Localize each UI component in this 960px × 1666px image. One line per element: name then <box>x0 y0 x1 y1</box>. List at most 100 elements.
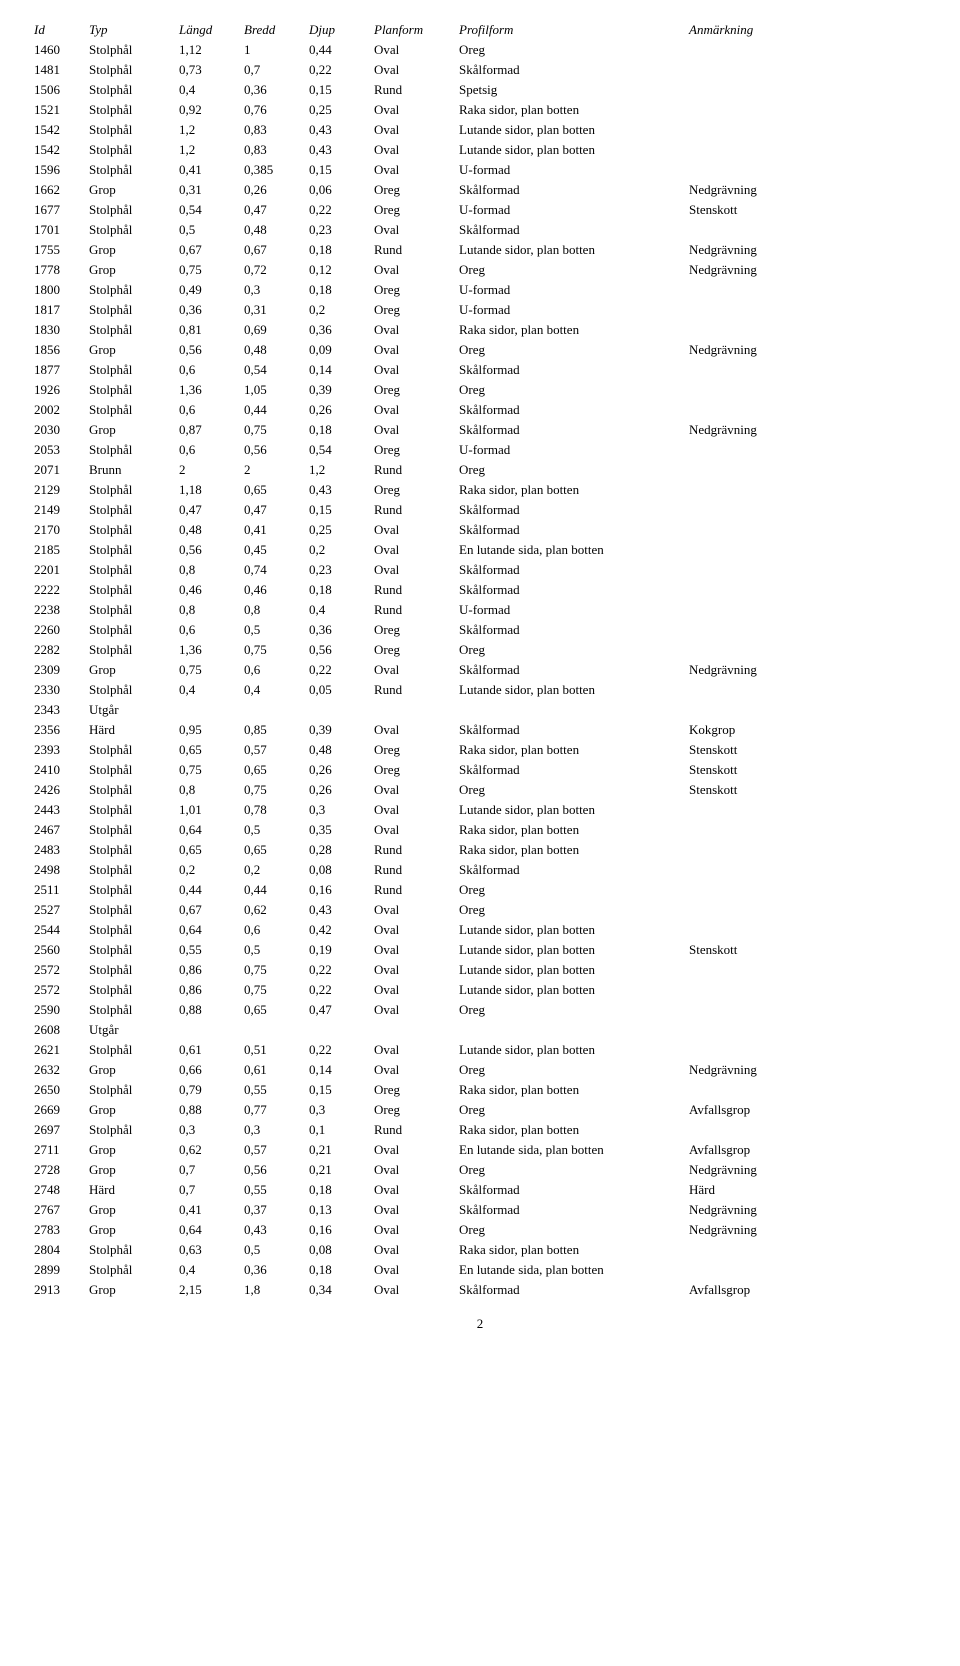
table-cell: Oval <box>370 820 455 840</box>
table-cell: Lutande sidor, plan botten <box>455 1040 685 1060</box>
table-cell: Stolphål <box>85 1000 175 1020</box>
table-cell: Oreg <box>370 380 455 400</box>
table-cell: Grop <box>85 260 175 280</box>
table-cell: Lutande sidor, plan botten <box>455 940 685 960</box>
table-cell: 0,41 <box>240 520 305 540</box>
table-cell: 0,62 <box>240 900 305 920</box>
table-cell: 0,3 <box>305 800 370 820</box>
table-cell: 0,36 <box>240 1260 305 1280</box>
table-cell: 0,5 <box>240 1240 305 1260</box>
table-cell: Nedgrävning <box>685 340 930 360</box>
table-row: 2748Härd0,70,550,18OvalSkålformadHärd <box>30 1180 930 1200</box>
table-cell: Skålformad <box>455 360 685 380</box>
table-cell: 0,385 <box>240 160 305 180</box>
table-cell <box>455 700 685 720</box>
table-cell: 0,43 <box>240 1220 305 1240</box>
table-cell: 0,19 <box>305 940 370 960</box>
table-cell: Raka sidor, plan botten <box>455 320 685 340</box>
table-cell: 0,56 <box>305 640 370 660</box>
table-cell: Stolphål <box>85 220 175 240</box>
table-row: 2426Stolphål0,80,750,26OvalOregStenskott <box>30 780 930 800</box>
table-cell <box>685 920 930 940</box>
table-cell: 0,55 <box>240 1080 305 1100</box>
table-cell: Skålformad <box>455 1280 685 1300</box>
table-cell: 2544 <box>30 920 85 940</box>
table-row: 2511Stolphål0,440,440,16RundOreg <box>30 880 930 900</box>
table-cell: 0,55 <box>240 1180 305 1200</box>
table-row: 1677Stolphål0,540,470,22OregU-formadSten… <box>30 200 930 220</box>
table-cell: 2330 <box>30 680 85 700</box>
table-cell: 2222 <box>30 580 85 600</box>
table-cell <box>685 320 930 340</box>
table-cell: Stolphål <box>85 880 175 900</box>
table-cell: 0,31 <box>175 180 240 200</box>
table-cell: 0,73 <box>175 60 240 80</box>
table-cell: Oreg <box>370 480 455 500</box>
table-cell: 0,83 <box>240 140 305 160</box>
table-cell: Oreg <box>370 1100 455 1120</box>
table-cell: 2483 <box>30 840 85 860</box>
table-cell: 1506 <box>30 80 85 100</box>
table-cell: 0,6 <box>175 620 240 640</box>
table-cell: 0,49 <box>175 280 240 300</box>
table-cell: Skålformad <box>455 500 685 520</box>
table-row: 1521Stolphål0,920,760,25OvalRaka sidor, … <box>30 100 930 120</box>
table-cell: 0,67 <box>175 900 240 920</box>
table-cell: 0,75 <box>240 980 305 1000</box>
table-cell: Stolphål <box>85 900 175 920</box>
table-cell: Härd <box>685 1180 930 1200</box>
table-cell: Stolphål <box>85 60 175 80</box>
table-cell: 2071 <box>30 460 85 480</box>
table-cell: Stolphål <box>85 480 175 500</box>
table-cell: 0,88 <box>175 1000 240 1020</box>
table-cell: Oreg <box>370 1080 455 1100</box>
table-cell: En lutande sida, plan botten <box>455 1140 685 1160</box>
table-row: 2572Stolphål0,860,750,22OvalLutande sido… <box>30 980 930 1000</box>
table-cell: 0,54 <box>305 440 370 460</box>
table-cell: 0,72 <box>240 260 305 280</box>
table-cell: Stolphål <box>85 1080 175 1100</box>
table-cell: Rund <box>370 240 455 260</box>
table-cell: 0,16 <box>305 1220 370 1240</box>
table-row: 1460Stolphål1,1210,44OvalOreg <box>30 40 930 60</box>
table-cell: 0,22 <box>305 1040 370 1060</box>
table-cell: 2621 <box>30 1040 85 1060</box>
table-cell: 0,88 <box>175 1100 240 1120</box>
table-cell: Oreg <box>455 460 685 480</box>
table-cell: 2185 <box>30 540 85 560</box>
table-cell: 2393 <box>30 740 85 760</box>
table-cell: 2 <box>240 460 305 480</box>
table-cell <box>685 700 930 720</box>
table-cell: Oval <box>370 220 455 240</box>
table-cell <box>685 80 930 100</box>
table-cell: 0,22 <box>305 960 370 980</box>
table-cell: 2669 <box>30 1100 85 1120</box>
table-cell: Oval <box>370 980 455 1000</box>
table-cell: Raka sidor, plan botten <box>455 1120 685 1140</box>
table-row: 2498Stolphål0,20,20,08RundSkålformad <box>30 860 930 880</box>
table-cell: Oreg <box>370 740 455 760</box>
table-cell: 0,79 <box>175 1080 240 1100</box>
table-cell: 0,65 <box>240 1000 305 1020</box>
table-cell: 0,44 <box>240 880 305 900</box>
table-cell: Stenskott <box>685 940 930 960</box>
table-cell: 0,76 <box>240 100 305 120</box>
table-cell: 0,51 <box>240 1040 305 1060</box>
table-cell: 0,54 <box>175 200 240 220</box>
table-row: 2393Stolphål0,650,570,48OregRaka sidor, … <box>30 740 930 760</box>
table-cell: Oval <box>370 1160 455 1180</box>
table-row: 2443Stolphål1,010,780,3OvalLutande sidor… <box>30 800 930 820</box>
table-cell: 0,81 <box>175 320 240 340</box>
table-cell: Skålformad <box>455 1180 685 1200</box>
table-cell <box>685 640 930 660</box>
table-cell: 0,37 <box>240 1200 305 1220</box>
table-cell: Oreg <box>455 780 685 800</box>
table-row: 1926Stolphål1,361,050,39OregOreg <box>30 380 930 400</box>
table-cell: 1,2 <box>175 140 240 160</box>
table-cell: 0,41 <box>175 1200 240 1220</box>
table-cell: Oval <box>370 920 455 940</box>
table-row: 1800Stolphål0,490,30,18OregU-formad <box>30 280 930 300</box>
table-cell: Oval <box>370 1180 455 1200</box>
table-cell: Oval <box>370 520 455 540</box>
table-cell: 0,26 <box>305 780 370 800</box>
